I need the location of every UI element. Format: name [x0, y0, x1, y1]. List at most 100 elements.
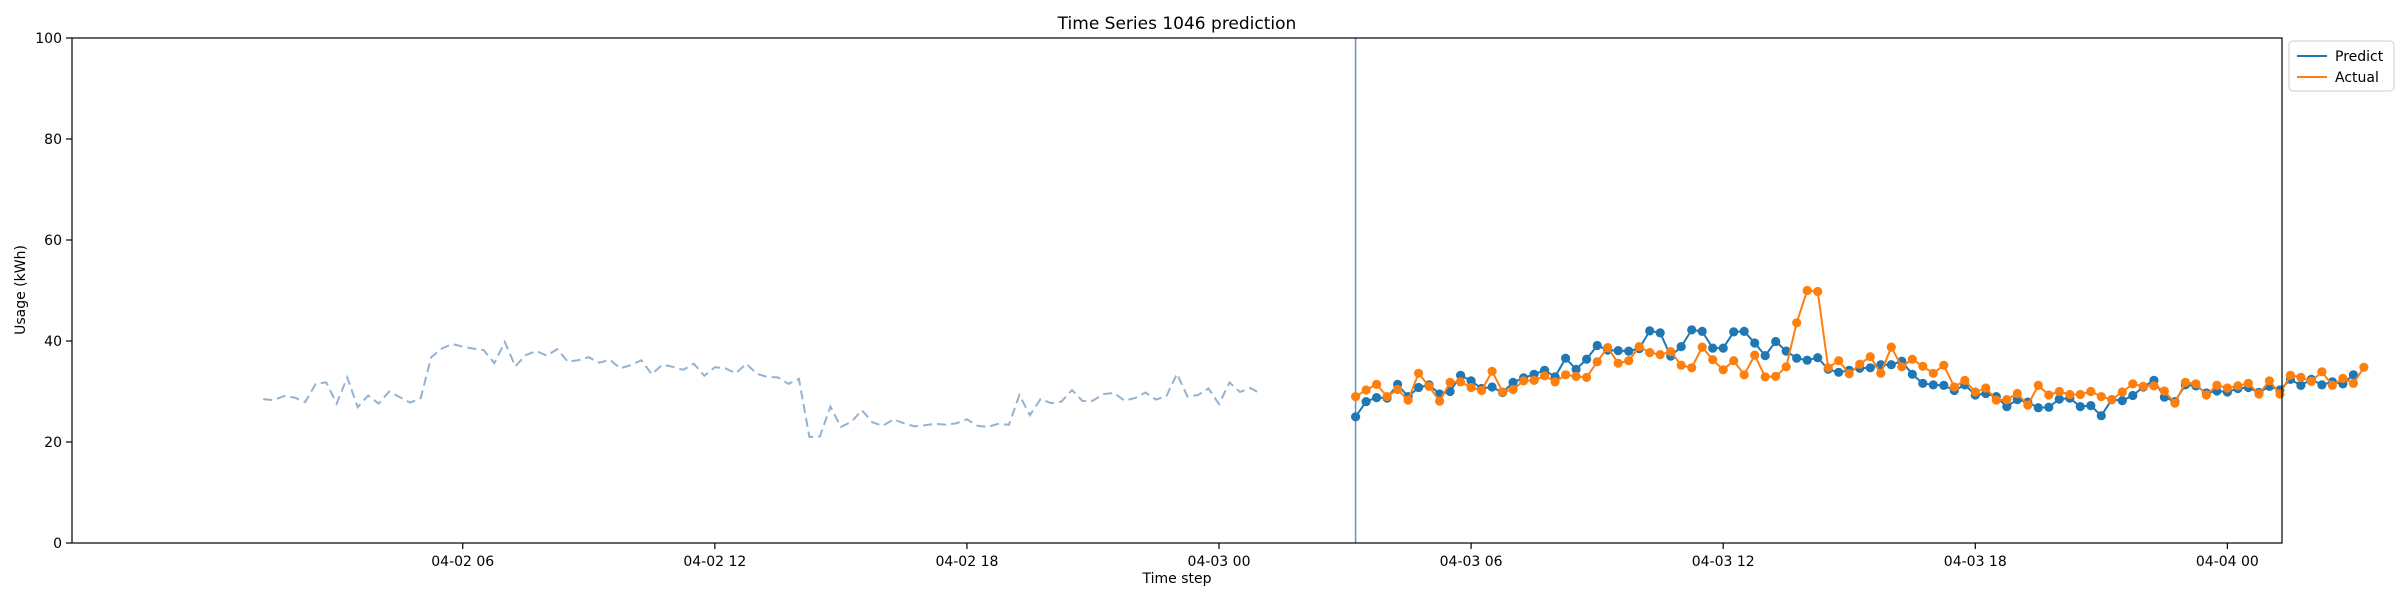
- actual-point: [2128, 379, 2138, 389]
- actual-point: [2149, 381, 2159, 391]
- y-tick-label: 60: [44, 233, 62, 249]
- y-axis: 0 20 40 60 80 100: [35, 31, 72, 552]
- predict-point: [1571, 364, 1581, 374]
- predict-point: [1445, 386, 1455, 397]
- actual-point: [2233, 381, 2243, 391]
- actual-point: [1666, 347, 1676, 357]
- actual-point: [1813, 286, 1823, 297]
- history-line: [263, 339, 1262, 438]
- actual-point: [1498, 387, 1508, 397]
- predict-point: [1813, 353, 1823, 363]
- actual-point: [2117, 387, 2127, 397]
- actual-point: [1991, 395, 2001, 405]
- actual-point: [1435, 396, 1445, 406]
- predict-point: [2033, 403, 2043, 413]
- actual-point: [1928, 368, 1938, 378]
- actual-point: [1697, 342, 1707, 352]
- actual-point: [2180, 377, 2190, 387]
- y-tick-label: 100: [35, 31, 62, 47]
- actual-point: [2212, 380, 2222, 390]
- actual-point: [2285, 370, 2295, 380]
- actual-point: [1655, 350, 1665, 360]
- predict-point: [1697, 326, 1707, 336]
- actual-point: [1561, 370, 1571, 380]
- actual-point: [1792, 318, 1802, 328]
- actual-point: [1582, 372, 1592, 382]
- y-axis-label: Usage (kWh): [13, 245, 29, 335]
- actual-point: [1351, 392, 1361, 402]
- actual-point: [2306, 376, 2316, 386]
- x-tick-label: 04-03 06: [1440, 554, 1503, 570]
- predict-point: [1886, 360, 1896, 370]
- actual-point: [2348, 378, 2358, 388]
- actual-point: [2075, 389, 2085, 400]
- predict-point: [1907, 369, 1917, 379]
- predict-point: [2317, 380, 2327, 390]
- actual-point: [1624, 356, 1634, 366]
- actual-point: [2044, 390, 2054, 400]
- actual-point: [1361, 385, 1371, 395]
- predict-point: [2002, 402, 2012, 412]
- actual-point: [1823, 363, 1833, 373]
- actual-point: [1603, 343, 1613, 353]
- actual-point: [2065, 389, 2075, 400]
- legend: Predict Actual: [2288, 40, 2395, 92]
- actual-point: [2243, 378, 2253, 388]
- predict-point: [1508, 377, 1518, 387]
- legend-predict-label: Predict: [2335, 49, 2384, 65]
- actual-point: [1592, 357, 1602, 367]
- actual-point: [2222, 383, 2232, 393]
- predict-point: [1487, 382, 1497, 392]
- legend-box: [2288, 40, 2395, 92]
- actual-point: [1550, 377, 1560, 387]
- actual-point: [2359, 362, 2369, 372]
- actual-point: [1676, 360, 1686, 370]
- predict-point: [1760, 351, 1770, 361]
- actual-point: [2296, 372, 2306, 382]
- predict-point: [1624, 346, 1634, 356]
- actual-point: [1687, 363, 1697, 373]
- actual-point: [1729, 356, 1739, 366]
- actual-point: [1981, 383, 1991, 393]
- actual-point: [1960, 375, 1970, 385]
- actual-point: [1718, 365, 1728, 375]
- actual-point: [1760, 372, 1770, 382]
- predict-point: [1414, 382, 1424, 393]
- actual-point: [2107, 395, 2117, 405]
- actual-point: [2138, 381, 2148, 391]
- actual-point: [1781, 362, 1791, 372]
- actual-point: [2191, 379, 2201, 389]
- predict-point: [2086, 401, 2096, 411]
- actual-point: [2327, 380, 2337, 390]
- predict-point: [1739, 326, 1749, 336]
- actual-point: [1382, 392, 1392, 402]
- predict-point: [1918, 378, 1928, 388]
- actual-point: [1487, 366, 1497, 376]
- predict-point: [1655, 328, 1665, 338]
- actual-point: [2170, 398, 2180, 408]
- x-tick-label: 04-02 18: [935, 554, 998, 570]
- y-tick-label: 80: [44, 132, 62, 148]
- predict-point: [1939, 380, 1949, 390]
- actual-point: [1771, 371, 1781, 381]
- actual-point: [1865, 352, 1875, 362]
- predict-point: [1613, 346, 1623, 356]
- actual-point: [1834, 356, 1844, 366]
- actual-point: [2317, 367, 2327, 377]
- predict-series: [1351, 325, 2358, 422]
- actual-point: [2086, 386, 2096, 397]
- actual-point: [2033, 380, 2043, 390]
- predict-point: [1834, 367, 1844, 377]
- actual-point: [1645, 348, 1655, 358]
- x-tick-label: 04-02 06: [431, 554, 494, 570]
- actual-point: [1403, 395, 1413, 405]
- predict-point: [2348, 370, 2358, 380]
- actual-point: [2054, 386, 2064, 397]
- x-axis: 04-02 06 04-02 12 04-02 18 04-03 00 04-03 06…: [431, 543, 2259, 570]
- actual-point: [1540, 371, 1550, 381]
- predict-point: [2044, 402, 2054, 412]
- actual-point: [2002, 395, 2012, 405]
- x-tick-label: 04-03 18: [1944, 554, 2007, 570]
- actual-point: [2254, 389, 2264, 399]
- actual-point: [1750, 350, 1760, 360]
